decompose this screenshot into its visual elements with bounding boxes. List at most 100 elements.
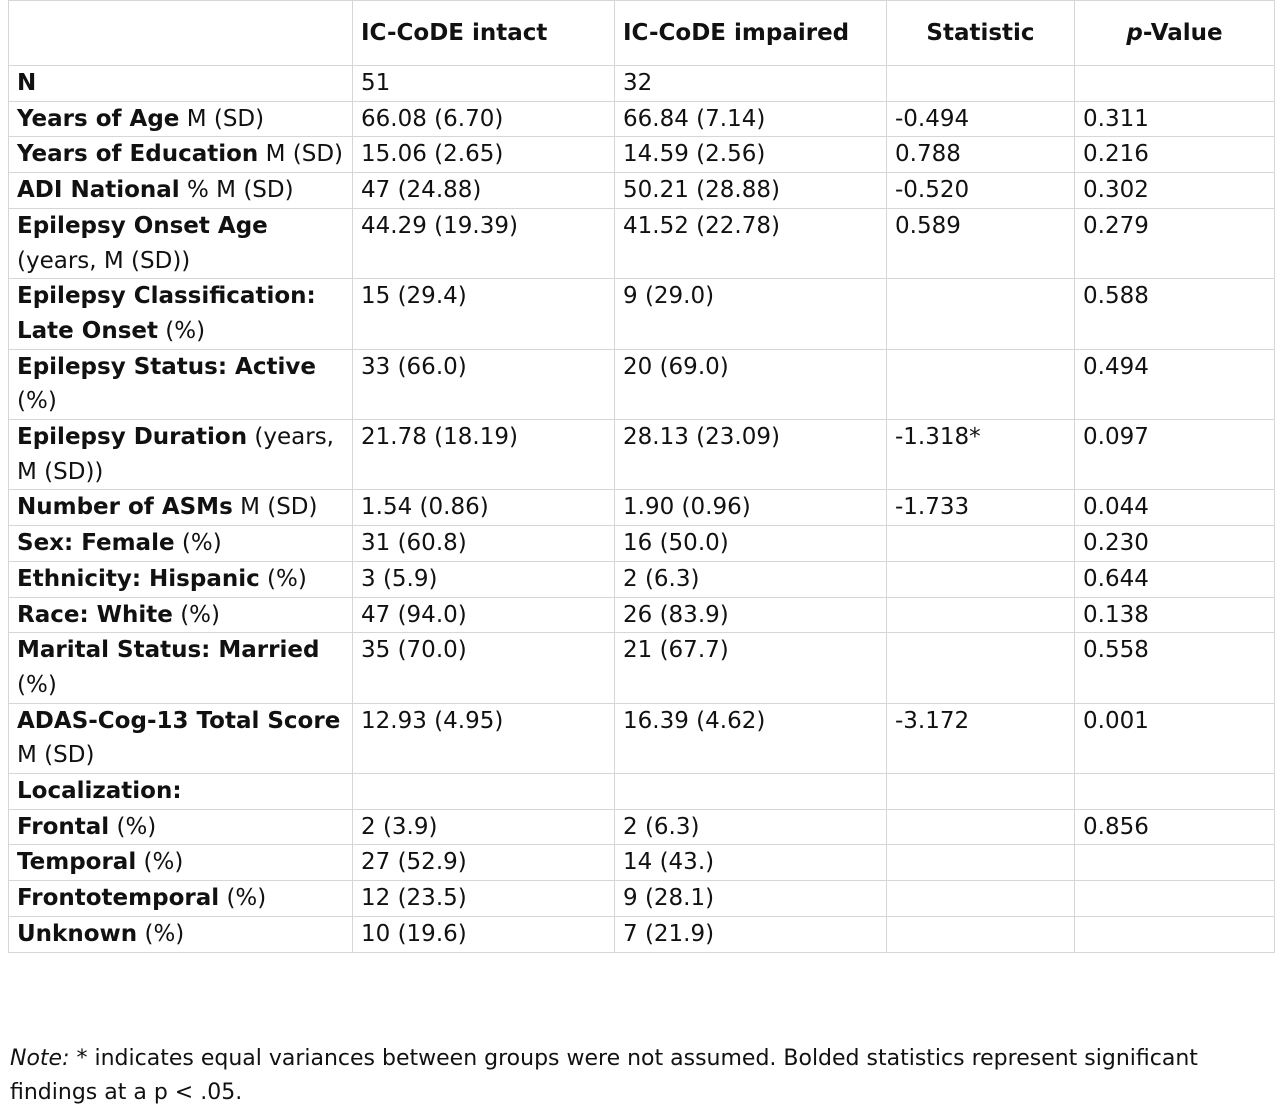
impaired-value: 2 (6.3) bbox=[614, 560, 887, 598]
p-value bbox=[1074, 773, 1275, 810]
statistic-value: 0.788 bbox=[886, 136, 1075, 174]
note-lead: Note: bbox=[10, 1046, 70, 1071]
row-label-rest: (%) bbox=[158, 317, 206, 344]
row-label-rest: (%) bbox=[17, 671, 57, 698]
p-value: 0.001 bbox=[1074, 702, 1275, 775]
intact-value: 44.29 (19.39) bbox=[352, 207, 615, 280]
impaired-value: 16 (50.0) bbox=[614, 525, 887, 562]
row-label: Years of Education M (SD) bbox=[8, 136, 353, 174]
intact-value: 12.93 (4.95) bbox=[352, 702, 615, 775]
p-value: 0.097 bbox=[1074, 419, 1275, 491]
row-label-bold: ADI National bbox=[17, 177, 180, 204]
intact-value: 15.06 (2.65) bbox=[352, 136, 615, 174]
p-value bbox=[1074, 844, 1275, 882]
intact-value: 47 (94.0) bbox=[352, 596, 615, 634]
intact-value: 3 (5.9) bbox=[352, 560, 615, 598]
table-row: Temporal (%) 27 (52.9) 14 (43.) bbox=[8, 844, 1275, 882]
p-value: 0.302 bbox=[1074, 172, 1275, 209]
row-label-bold: ADAS-Cog-13 Total Score bbox=[17, 707, 341, 734]
header-blank bbox=[8, 0, 353, 66]
intact-value bbox=[352, 773, 615, 810]
table-note: Note: * indicates equal variances betwee… bbox=[10, 1042, 1260, 1110]
intact-value: 27 (52.9) bbox=[352, 844, 615, 882]
impaired-value bbox=[614, 773, 887, 810]
impaired-value: 14.59 (2.56) bbox=[614, 136, 887, 174]
table-row: Number of ASMs M (SD) 1.54 (0.86) 1.90 (0.… bbox=[8, 489, 1275, 527]
row-label: Frontal (%) bbox=[8, 808, 353, 846]
statistic-value: -1.318* bbox=[886, 419, 1075, 491]
intact-value: 2 (3.9) bbox=[352, 808, 615, 846]
row-label-rest: M (SD) bbox=[17, 742, 95, 769]
row-label-rest: (%) bbox=[174, 530, 222, 557]
table-row: Ethnicity: Hispanic (%) 3 (5.9) 2 (6.3) 0.6… bbox=[8, 560, 1275, 598]
table-row: Epilepsy Status: Active (%) 33 (66.0) 20 (… bbox=[8, 348, 1275, 421]
p-value: 0.588 bbox=[1074, 278, 1275, 350]
row-label-bold: Ethnicity: Hispanic bbox=[17, 565, 260, 592]
p-value: 0.216 bbox=[1074, 136, 1275, 174]
p-value: 0.230 bbox=[1074, 525, 1275, 562]
table-row: Unknown (%) 10 (19.6) 7 (21.9) bbox=[8, 915, 1275, 953]
table-row: Epilepsy Duration (years, M (SD)) 21.78 (… bbox=[8, 419, 1275, 491]
intact-value: 35 (70.0) bbox=[352, 632, 615, 704]
header-p-value: p-Value bbox=[1074, 0, 1275, 66]
impaired-value: 41.52 (22.78) bbox=[614, 207, 887, 280]
table-row: ADI National % M (SD) 47 (24.88) 50.21 (28… bbox=[8, 172, 1275, 209]
intact-value: 33 (66.0) bbox=[352, 348, 615, 421]
row-label: Epilepsy Classification: Late Onset (%) bbox=[8, 278, 353, 350]
impaired-value: 50.21 (28.88) bbox=[614, 172, 887, 209]
impaired-value: 16.39 (4.62) bbox=[614, 702, 887, 775]
statistic-value bbox=[886, 596, 1075, 634]
table-row: ADAS-Cog-13 Total Score M (SD) 12.93 (4.9… bbox=[8, 702, 1275, 775]
table-row: Years of Age M (SD) 66.08 (6.70) 66.84 (7.… bbox=[8, 100, 1275, 138]
p-value: 0.311 bbox=[1074, 100, 1275, 138]
row-label: Sex: Female (%) bbox=[8, 525, 353, 562]
impaired-value: 9 (29.0) bbox=[614, 278, 887, 350]
row-label-rest: (%) bbox=[219, 885, 267, 912]
header-ic-code-impaired: IC-CoDE impaired bbox=[614, 0, 887, 66]
impaired-value: 7 (21.9) bbox=[614, 915, 887, 953]
row-label-rest: (%) bbox=[136, 849, 184, 876]
statistic-value bbox=[886, 278, 1075, 350]
intact-value: 66.08 (6.70) bbox=[352, 100, 615, 138]
row-label-bold: Years of Age bbox=[17, 105, 180, 132]
p-value bbox=[1074, 880, 1275, 917]
row-label-rest: M (SD) bbox=[232, 494, 318, 521]
row-label: ADAS-Cog-13 Total Score M (SD) bbox=[8, 702, 353, 775]
p-value: 0.279 bbox=[1074, 207, 1275, 280]
row-label-bold: N bbox=[17, 70, 37, 96]
table-row: Frontotemporal (%) 12 (23.5) 9 (28.1) bbox=[8, 880, 1275, 917]
row-label: Marital Status: Married (%) bbox=[8, 632, 353, 704]
p-value: 0.138 bbox=[1074, 596, 1275, 634]
header-p-letter: p bbox=[1126, 20, 1143, 46]
row-label-rest: (%) bbox=[109, 813, 157, 840]
table-header-row: IC-CoDE intact IC-CoDE impaired Statisti… bbox=[8, 0, 1275, 66]
row-label-bold: Unknown bbox=[17, 920, 138, 947]
statistic-value bbox=[886, 915, 1075, 953]
table-body: N 51 32 Years of Age M (SD) 66.08 (6.70) 66.8… bbox=[8, 65, 1275, 953]
intact-value: 47 (24.88) bbox=[352, 172, 615, 209]
intact-value: 12 (23.5) bbox=[352, 880, 615, 917]
p-value: 0.494 bbox=[1074, 348, 1275, 421]
p-value: 0.856 bbox=[1074, 808, 1275, 846]
row-label-bold: Epilepsy Duration bbox=[17, 424, 248, 451]
intact-value: 31 (60.8) bbox=[352, 525, 615, 562]
p-value: 0.558 bbox=[1074, 632, 1275, 704]
row-label-bold: Race: White bbox=[17, 601, 173, 628]
row-label-bold: Frontal bbox=[17, 813, 110, 840]
row-label: Ethnicity: Hispanic (%) bbox=[8, 560, 353, 598]
impaired-value: 32 bbox=[614, 65, 887, 102]
header-p-rest: -Value bbox=[1142, 20, 1223, 46]
row-label-rest: % M (SD) bbox=[179, 177, 294, 204]
row-label: Localization: bbox=[8, 773, 353, 810]
row-label-rest: (%) bbox=[259, 565, 307, 592]
table-row: Years of Education M (SD) 15.06 (2.65) 14.… bbox=[8, 136, 1275, 174]
impaired-value: 26 (83.9) bbox=[614, 596, 887, 634]
statistic-value bbox=[886, 525, 1075, 562]
row-label: Epilepsy Onset Age (years, M (SD)) bbox=[8, 207, 353, 280]
row-label-bold: Frontotemporal bbox=[17, 885, 220, 912]
impaired-value: 14 (43.) bbox=[614, 844, 887, 882]
statistic-value: -3.172 bbox=[886, 702, 1075, 775]
row-label-rest: (years, M (SD)) bbox=[17, 424, 334, 485]
p-value bbox=[1074, 65, 1275, 102]
